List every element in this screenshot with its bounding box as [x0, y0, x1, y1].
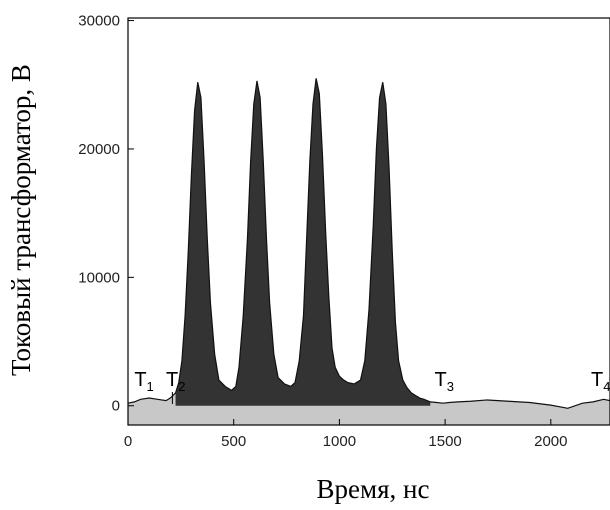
marker-subscript: 4	[603, 379, 610, 394]
x-tick-label: 1500	[428, 433, 461, 450]
y-tick-label: 10000	[78, 269, 120, 286]
marker-subscript: 3	[447, 379, 454, 394]
x-tick-label: 2000	[534, 433, 567, 450]
plot-frame	[127, 17, 610, 426]
marker-letter: T	[435, 369, 447, 391]
y-tick-label: 0	[112, 398, 120, 415]
x-tick-label: 1000	[323, 433, 356, 450]
x-axis-title: Время, нс	[317, 474, 430, 504]
marker-t3: T3	[435, 369, 454, 394]
marker-t2: T2	[166, 369, 185, 394]
marker-letter: T	[166, 369, 178, 391]
marker-subscript: 2	[178, 379, 185, 394]
signal-line	[127, 78, 610, 409]
marker-t1: T1	[134, 369, 153, 394]
marker-letter: T	[591, 369, 603, 391]
y-tick-label: 20000	[78, 141, 120, 158]
marker-subscript: 1	[147, 379, 154, 394]
markers: T1 T2 T3 T4	[134, 369, 610, 404]
y-axis-title: Токовый трансформатор, В	[6, 64, 36, 376]
y-tick-label: 30000	[78, 13, 120, 30]
x-tick-label: 0	[124, 433, 132, 450]
x-tick-label: 500	[221, 433, 246, 450]
plot-area	[127, 78, 610, 426]
marker-t4: T4	[591, 369, 610, 394]
marker-letter: T	[134, 369, 146, 391]
